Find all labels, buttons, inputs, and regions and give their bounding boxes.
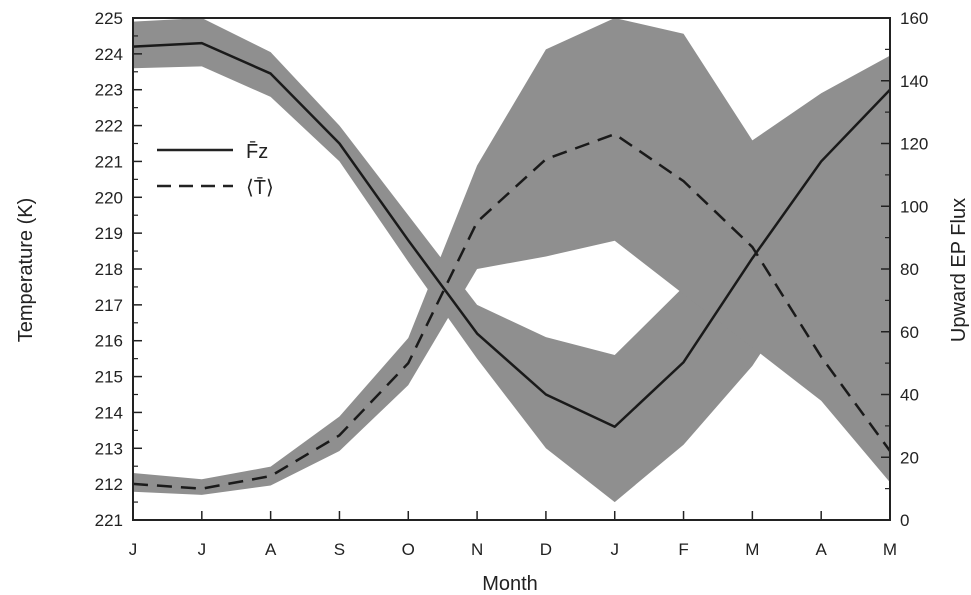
- left-tick-label: 213: [95, 439, 123, 458]
- left-axis: 221 212 213 214 215 216 217 218 219 220 221 222 223 2…: [95, 9, 142, 530]
- x-tick-label: S: [334, 540, 345, 559]
- left-tick-label: 218: [95, 260, 123, 279]
- legend-label-fz: F̄z: [246, 140, 268, 163]
- line-series-0: [132, 41, 891, 429]
- right-tick-label: 40: [900, 386, 919, 405]
- left-tick-label: 221: [95, 511, 123, 530]
- left-tick-label: 215: [95, 368, 123, 387]
- x-tick-label: J: [129, 540, 138, 559]
- left-tick-label: 217: [95, 296, 123, 315]
- left-tick-label: 220: [95, 188, 123, 207]
- left-tick-label: 219: [95, 224, 123, 243]
- right-tick-label: 80: [900, 260, 919, 279]
- right-tick-label: 0: [900, 511, 909, 530]
- left-tick-label: 221: [95, 152, 123, 171]
- x-tick-label: J: [198, 540, 207, 559]
- right-tick-label: 20: [900, 448, 919, 467]
- legend: F̄z ⟨T̄⟩: [157, 140, 274, 199]
- x-tick-label: J: [610, 540, 619, 559]
- left-tick-label: 224: [95, 45, 123, 64]
- right-axis-title: Upward EP Flux: [948, 198, 970, 342]
- right-tick-label: 120: [900, 135, 928, 154]
- band-series-1: [133, 18, 890, 495]
- x-tick-label: A: [265, 540, 277, 559]
- left-tick-label: 222: [95, 117, 123, 136]
- band-series-0: [133, 18, 890, 503]
- x-tick-label: M: [745, 540, 759, 559]
- right-tick-label: 160: [900, 9, 928, 28]
- series-lines: [132, 41, 892, 490]
- x-tick-label: O: [402, 540, 415, 559]
- left-tick-label: 223: [95, 81, 123, 100]
- x-tick-label: F: [678, 540, 688, 559]
- right-tick-label: 60: [900, 323, 919, 342]
- x-tick-label: A: [816, 540, 828, 559]
- left-tick-label: 225: [95, 9, 123, 28]
- left-axis-title: Temperature (K): [15, 198, 37, 343]
- x-axis-title: Month: [482, 573, 538, 595]
- right-axis: 0 20 40 60 80 100 120 140 160: [881, 9, 928, 530]
- x-tick-label: N: [471, 540, 483, 559]
- line-series-1: [132, 132, 892, 490]
- left-tick-label: 212: [95, 475, 123, 494]
- left-tick-label: 214: [95, 403, 123, 422]
- right-tick-label: 140: [900, 72, 928, 91]
- legend-label-t: ⟨T̄⟩: [246, 176, 274, 199]
- left-tick-label: 216: [95, 332, 123, 351]
- uncertainty-bands: [133, 18, 890, 503]
- right-tick-label: 100: [900, 197, 928, 216]
- x-tick-label: D: [540, 540, 552, 559]
- x-tick-label: M: [883, 540, 897, 559]
